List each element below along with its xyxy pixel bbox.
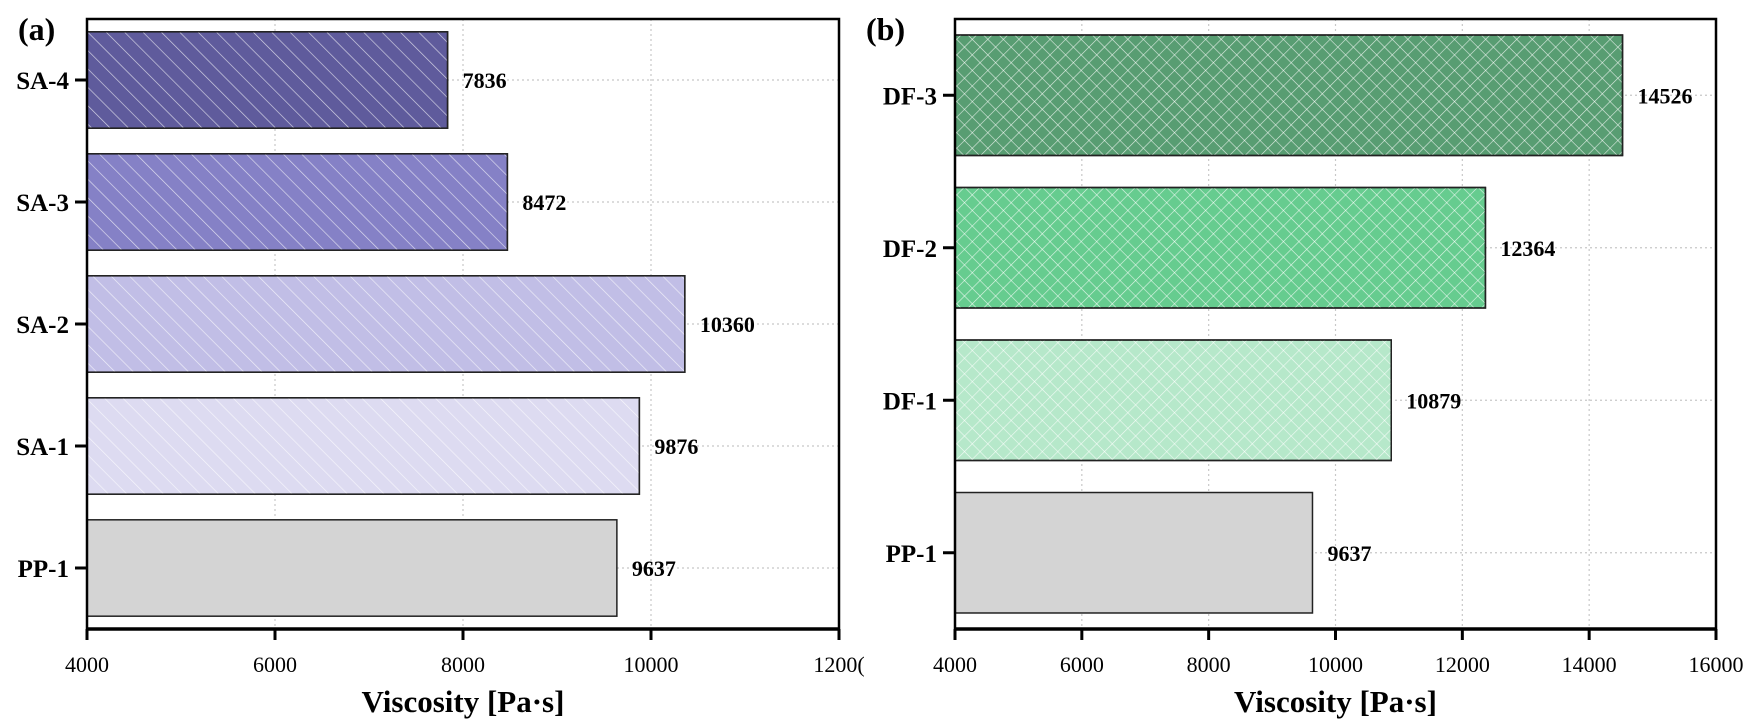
x-tick-label: 8000 [1187,652,1231,677]
value-label: 9637 [1327,541,1371,566]
category-label: DF-3 [883,83,937,110]
category-label: DF-1 [883,388,937,415]
x-tick-label: 16000 [1689,652,1744,677]
category-label: PP-1 [18,556,69,583]
category-label: DF-2 [883,236,937,263]
bar-hatch [86,275,686,373]
panel-label: (b) [866,11,905,47]
bar-pp-1 [954,491,1314,614]
x-tick-label: 1200( [813,652,864,677]
x-tick-label: 6000 [1060,652,1104,677]
x-tick-label: 12000 [1435,652,1490,677]
value-label: 8472 [522,190,566,215]
x-tick-label: 8000 [441,652,485,677]
bar-hatch [954,186,1487,309]
chart-panel-b: 14526 DF-3 12364 DF-2 10879 DF-1 9637 PP-1 4000 6… [866,11,1744,719]
value-label: 10879 [1406,388,1461,413]
x-tick-label: 4000 [65,652,109,677]
bar-pp-1 [86,519,618,617]
x-tick-label: 6000 [253,652,297,677]
value-label: 10360 [700,312,755,337]
category-label: SA-1 [16,434,69,461]
value-label: 12364 [1500,236,1555,261]
x-tick-label: 10000 [624,652,679,677]
value-label: 9876 [654,434,698,459]
category-label: SA-4 [16,68,69,95]
category-label: SA-3 [16,190,69,217]
category-label: PP-1 [886,541,937,568]
bar-hatch [86,31,449,129]
bar-hatch [954,34,1624,157]
x-axis-title: Viscosity [Pa·s] [1234,684,1437,719]
x-tick-label: 4000 [933,652,977,677]
x-axis-title: Viscosity [Pa·s] [362,684,565,719]
value-label: 14526 [1638,83,1693,108]
x-tick-label: 14000 [1562,652,1617,677]
value-label: 9637 [632,556,676,581]
bar-hatch [954,339,1392,462]
bar-hatch [86,153,509,251]
panel-label: (a) [18,11,55,47]
value-label: 7836 [463,68,507,93]
chart-panel-a: 7836 SA-4 8472 SA-3 10360 SA-2 9876 SA-1 9637 PP-… [16,11,864,719]
bar-hatch [86,397,641,495]
category-label: SA-2 [16,312,69,339]
x-tick-label: 10000 [1308,652,1363,677]
